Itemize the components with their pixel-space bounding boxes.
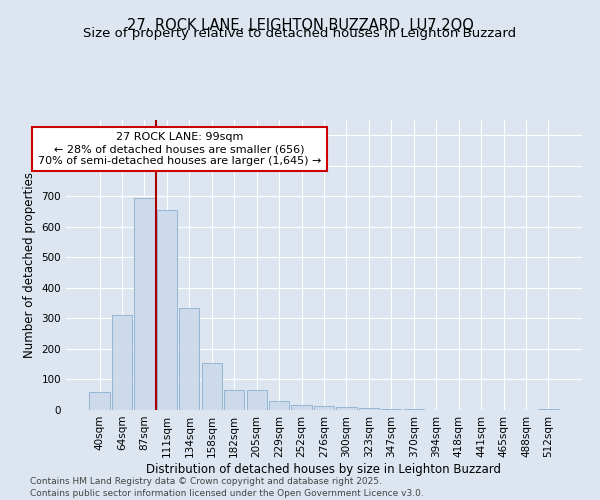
Text: Contains HM Land Registry data © Crown copyright and database right 2025.
Contai: Contains HM Land Registry data © Crown c… — [30, 476, 424, 498]
Bar — [202, 364, 222, 410]
X-axis label: Distribution of detached houses by size in Leighton Buzzard: Distribution of detached houses by size … — [146, 462, 502, 475]
Text: 27, ROCK LANE, LEIGHTON BUZZARD, LU7 2QQ: 27, ROCK LANE, LEIGHTON BUZZARD, LU7 2QQ — [127, 18, 473, 32]
Bar — [247, 390, 267, 410]
Bar — [112, 315, 132, 410]
Bar — [134, 198, 155, 410]
Bar — [359, 408, 379, 410]
Bar — [179, 308, 199, 410]
Bar — [89, 392, 110, 410]
Bar — [314, 406, 334, 410]
Bar — [404, 409, 424, 410]
Bar — [269, 401, 289, 410]
Bar — [381, 409, 401, 410]
Y-axis label: Number of detached properties: Number of detached properties — [23, 172, 36, 358]
Text: Size of property relative to detached houses in Leighton Buzzard: Size of property relative to detached ho… — [83, 28, 517, 40]
Bar — [337, 407, 356, 410]
Bar — [224, 390, 244, 410]
Text: 27 ROCK LANE: 99sqm
← 28% of detached houses are smaller (656)
70% of semi-detac: 27 ROCK LANE: 99sqm ← 28% of detached ho… — [38, 132, 321, 166]
Bar — [157, 210, 177, 410]
Bar — [292, 404, 311, 410]
